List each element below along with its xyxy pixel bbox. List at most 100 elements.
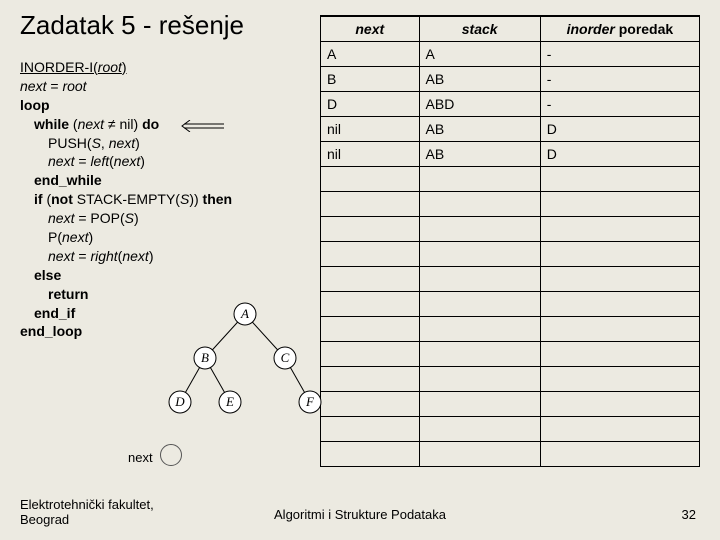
table-row: DABD- [321,91,700,116]
t: root [98,59,122,75]
table-cell [321,216,420,241]
table-cell: D [540,116,699,141]
table-cell [321,341,420,366]
table-row [321,291,700,316]
table-row [321,241,700,266]
table-cell [321,191,420,216]
t: STACK-EMPTY( [73,191,180,207]
table-cell [540,216,699,241]
table-row [321,266,700,291]
table-row [321,216,700,241]
t: ) [122,59,127,75]
table-cell [321,316,420,341]
algo-line: next = left(next) [20,152,232,171]
col-stack: stack [419,16,540,41]
algo-line: next = root [20,77,232,96]
table-cell: B [321,66,420,91]
footer-course: Algoritmi i Strukture Podataka [0,507,720,522]
table-cell: D [540,141,699,166]
t: ( [43,191,52,207]
svg-text:E: E [225,394,234,409]
arrow-icon [180,120,230,132]
table-cell [540,166,699,191]
t: next [48,248,74,264]
t: ) [140,153,145,169]
t: if [34,191,43,207]
table-cell [540,441,699,466]
t: next [114,153,140,169]
table-row: AA- [321,41,700,66]
svg-text:D: D [174,394,185,409]
table-cell: A [321,41,420,66]
table-cell [321,241,420,266]
t: S [125,210,134,226]
table-cell [419,341,540,366]
t: do [142,116,159,132]
table-cell [419,316,540,341]
table-cell [419,416,540,441]
table-cell [321,366,420,391]
table-cell: nil [321,141,420,166]
t: = [74,153,90,169]
table-cell [540,316,699,341]
table-cell: - [540,41,699,66]
t: ) [88,229,93,245]
table-cell [540,366,699,391]
table-cell [321,441,420,466]
algo-line: return [20,285,232,304]
algo-line: if (not STACK-EMPTY(S)) then [20,190,232,209]
table-cell [419,391,540,416]
table-row: nilABD [321,141,700,166]
table-cell: AB [419,141,540,166]
table-cell: nil [321,116,420,141]
t: S [92,135,101,151]
binary-tree-diagram: ABCDEF [160,302,330,442]
table-row [321,166,700,191]
table-cell [321,391,420,416]
table-cell [419,291,540,316]
table-cell: A [419,41,540,66]
t: next [122,248,148,264]
table-row [321,341,700,366]
algo-line: P(next) [20,228,232,247]
table-cell [419,266,540,291]
t: next [109,135,135,151]
algo-line: end_while [20,171,232,190]
svg-text:A: A [240,306,249,321]
t: left [90,153,109,169]
page-number: 32 [682,507,696,522]
table-row [321,366,700,391]
t: PUSH( [48,135,92,151]
svg-text:B: B [201,350,209,365]
t: )) [189,191,202,207]
algo-line: INORDER-I(root) [20,58,232,77]
t: next [62,229,88,245]
t: not [51,191,73,207]
t: next [48,153,74,169]
table-cell [321,266,420,291]
algo-line: next = POP(S) [20,209,232,228]
algo-line: loop [20,96,232,115]
table-cell [321,416,420,441]
algo-line: PUSH(S, next) [20,134,232,153]
table-cell [540,241,699,266]
t: S [180,191,189,207]
algo-line: next = right(next) [20,247,232,266]
table-cell [419,191,540,216]
t: inorder [567,21,615,37]
table-cell: - [540,66,699,91]
t: , [101,135,109,151]
algorithm-block: INORDER-I(root) next = root loop while (… [20,58,232,341]
table-cell [419,241,540,266]
t: then [203,191,233,207]
table-cell [419,166,540,191]
table-cell: - [540,91,699,116]
t: poredak [615,21,673,37]
algo-line: else [20,266,232,285]
table-cell: D [321,91,420,116]
table-cell [540,266,699,291]
table-cell [321,166,420,191]
table-row: nilABD [321,116,700,141]
table-cell [540,391,699,416]
table-row [321,441,700,466]
